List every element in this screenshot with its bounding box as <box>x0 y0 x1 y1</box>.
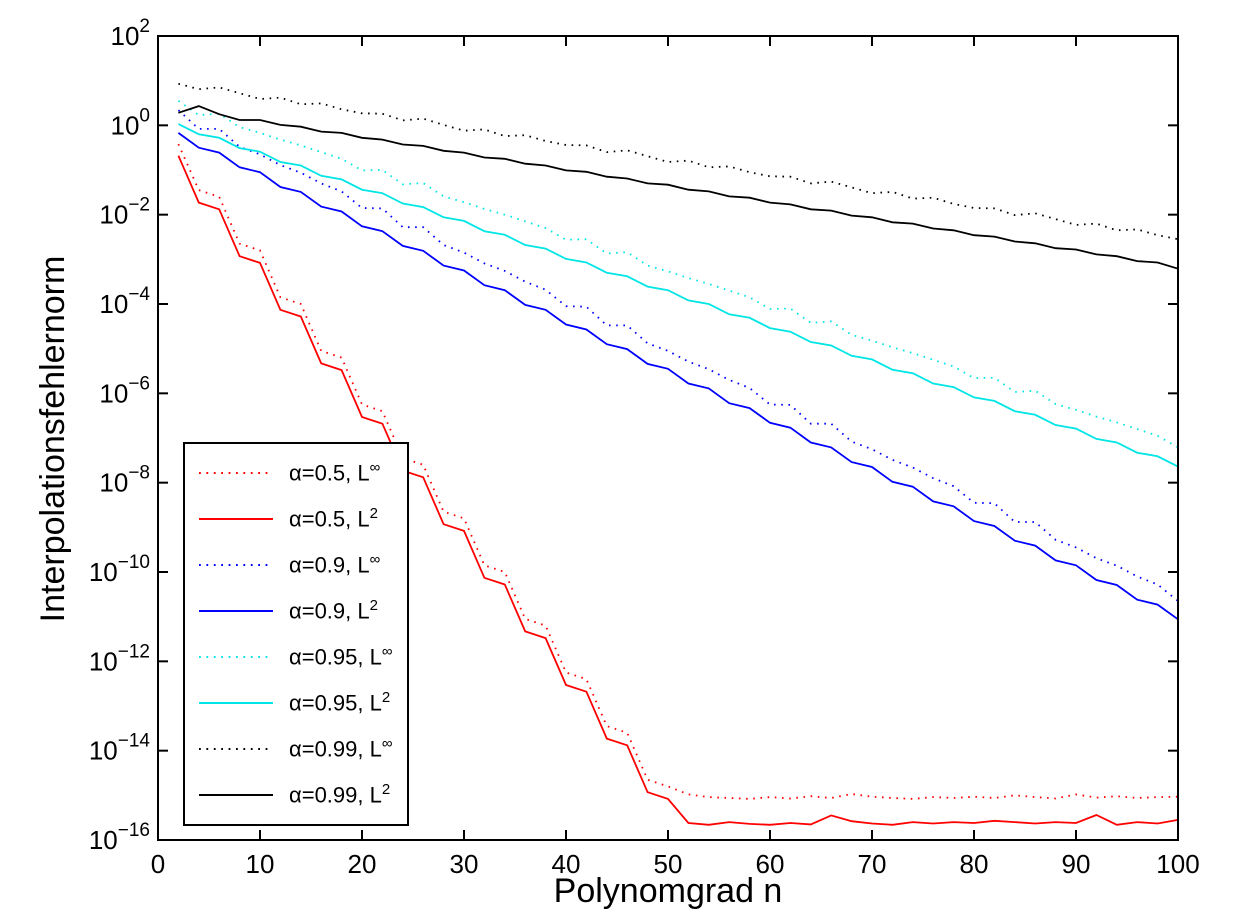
series-alpha-0.9-l2 <box>177 132 1179 621</box>
x-tick-label: 50 <box>654 849 683 879</box>
legend-swatch-dotted-line <box>199 472 273 474</box>
x-tick-label: 60 <box>756 849 785 879</box>
y-tick-label: 100 <box>111 105 151 140</box>
legend-label-superscript: 2 <box>381 689 391 707</box>
series-alpha-0.99-l-infinity <box>178 82 1179 241</box>
y-tick-label: 10−2 <box>99 195 150 230</box>
y-tick-label: 10−16 <box>89 820 150 855</box>
legend-item: α=0.5, L2 <box>185 499 407 539</box>
series-alpha-0.99-l2 <box>178 105 1179 270</box>
y-tick-label: 10−8 <box>99 463 150 498</box>
x-tick-label: 100 <box>1156 849 1199 879</box>
series-alpha-0.5-l2 <box>177 155 1179 826</box>
legend-swatch-dotted-line <box>199 748 273 750</box>
legend-label-superscript: ∞ <box>381 643 393 661</box>
legend-item: α=0.95, L2 <box>185 683 407 723</box>
legend-label-superscript: ∞ <box>369 459 381 477</box>
legend-swatch-solid-line <box>199 610 273 612</box>
legend-label: α=0.99, L∞ <box>289 735 393 762</box>
legend-label: α=0.95, L∞ <box>289 643 393 670</box>
legend-swatch-solid-line <box>199 702 273 704</box>
y-tick-label: 102 <box>111 16 151 51</box>
legend-label: α=0.9, L2 <box>289 597 378 624</box>
y-axis-label: Interpolationsfehlernorm <box>34 255 72 623</box>
series-alpha-0.5-l-infinity <box>177 143 1179 800</box>
x-tick-label: 40 <box>552 849 581 879</box>
x-tick-label: 30 <box>450 849 479 879</box>
x-tick-label: 0 <box>151 849 165 879</box>
legend-item: α=0.99, L∞ <box>185 729 407 769</box>
x-tick-label: 10 <box>246 849 275 879</box>
series-alpha-0.95-l2 <box>177 123 1179 468</box>
x-tick-label: 90 <box>1062 849 1091 879</box>
legend-item: α=0.9, L2 <box>185 591 407 631</box>
legend-item: α=0.95, L∞ <box>185 637 407 677</box>
x-axis-label: Polynomgrad n <box>553 872 783 910</box>
legend-label: α=0.5, L2 <box>289 505 378 532</box>
legend-label: α=0.5, L∞ <box>289 459 381 486</box>
legend-label-superscript: ∞ <box>369 551 381 569</box>
legend-swatch-solid-line <box>199 794 273 796</box>
legend-item: α=0.99, L2 <box>185 775 407 815</box>
y-tick-label: 10−12 <box>89 641 150 676</box>
legend-label-superscript: 2 <box>381 781 391 799</box>
y-tick-label: 10−14 <box>89 731 151 766</box>
legend-label: α=0.99, L2 <box>289 781 391 808</box>
legend-swatch-dotted-line <box>199 564 273 566</box>
legend-label-superscript: 2 <box>369 597 378 615</box>
legend-label-superscript: 2 <box>369 505 378 523</box>
legend-label: α=0.95, L2 <box>289 689 391 716</box>
y-tick-label: 10−6 <box>99 373 150 408</box>
legend: α=0.5, L∞ α=0.5, L2 α=0.9, L∞ α=0.9, L2 α=0.… <box>183 442 409 826</box>
x-tick-label: 80 <box>960 849 989 879</box>
legend-item: α=0.9, L∞ <box>185 545 407 585</box>
y-tick-label: 10−4 <box>99 284 150 319</box>
legend-swatch-solid-line <box>199 518 273 520</box>
series-alpha-0.95-l-infinity <box>177 100 1179 449</box>
x-tick-label: 70 <box>858 849 887 879</box>
y-tick-label: 10−10 <box>89 552 150 587</box>
legend-label-superscript: ∞ <box>381 735 393 753</box>
legend-item: α=0.5, L∞ <box>185 453 407 493</box>
x-tick-label: 20 <box>348 849 377 879</box>
legend-swatch-dotted-line <box>199 656 273 658</box>
legend-label: α=0.9, L∞ <box>289 551 381 578</box>
